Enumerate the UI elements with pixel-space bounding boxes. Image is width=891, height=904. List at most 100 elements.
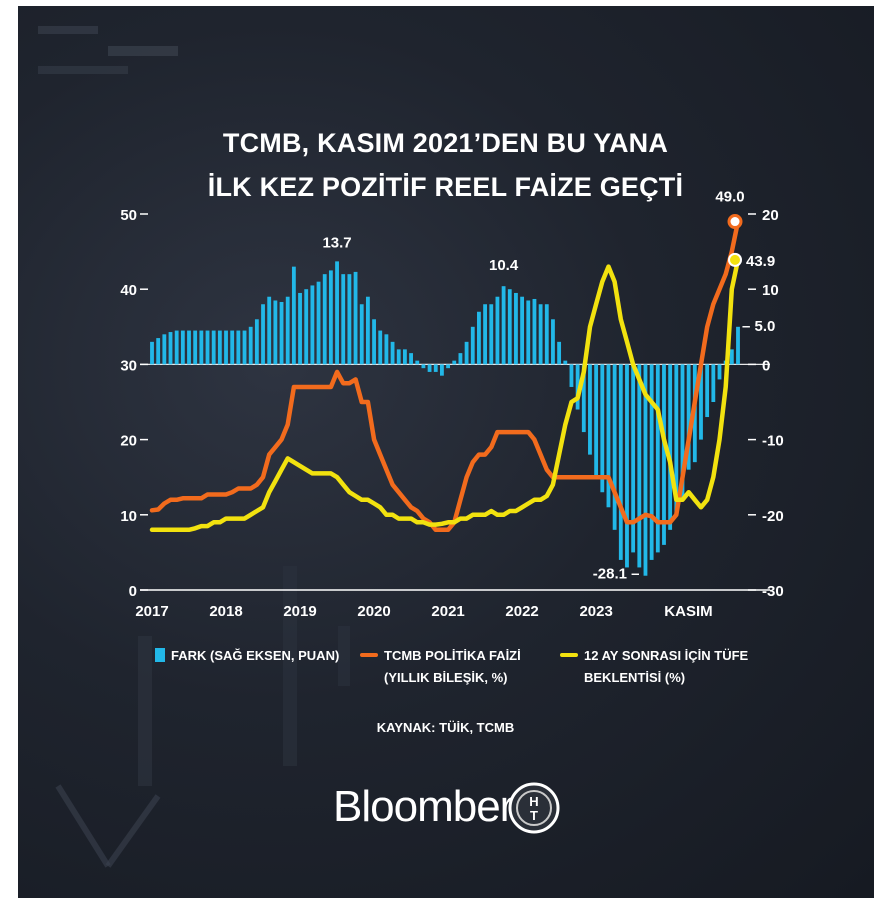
fark-bar	[174, 330, 179, 365]
x-axis-tick-label: 2023	[579, 603, 612, 620]
legend-label-policy-rate-line2: (YILLIK BİLEŞİK, %)	[384, 670, 508, 685]
fark-bar	[248, 326, 253, 365]
fark-bar	[538, 304, 543, 365]
fark-bar	[415, 360, 420, 365]
fark-bar	[168, 332, 173, 365]
legend-label-fark: FARK (SAĞ EKSEN, PUAN)	[171, 648, 340, 663]
fark-bar	[285, 296, 290, 365]
fark-bar	[242, 330, 247, 365]
fark-bar	[409, 353, 413, 365]
fark-bar	[520, 296, 525, 365]
fark-bar	[199, 330, 204, 365]
policy-rate-line	[149, 219, 741, 533]
legend-label-policy-rate-line1: TCMB POLİTİKA FAİZİ	[384, 648, 521, 663]
fark-bar	[637, 364, 642, 568]
chart-title-line2: İLK KEZ POZİTİF REEL FAİZE GEÇTİ	[207, 172, 684, 202]
fark-bar	[532, 298, 537, 365]
fark-bar	[230, 330, 235, 365]
fark-bar	[489, 304, 494, 365]
annotation-cpi-last: 43.9	[746, 253, 775, 270]
fark-bar	[261, 304, 265, 365]
legend-swatch-policy-rate	[360, 653, 378, 657]
fark-bar	[618, 364, 623, 560]
fark-bar	[353, 271, 358, 365]
fark-bar	[569, 364, 574, 387]
fark-bar	[384, 334, 389, 365]
annotation-fark-peak-2021: 10.4	[489, 257, 519, 274]
fark-bar	[341, 274, 346, 365]
fark-bar	[279, 301, 284, 365]
fark-bar	[224, 330, 228, 365]
fark-bar	[217, 330, 222, 365]
fark-bar	[150, 341, 154, 365]
fark-bar	[501, 286, 506, 365]
x-axis-tick-label: 2019	[283, 603, 316, 620]
policy-rate-end-marker	[727, 214, 743, 230]
fark-bar	[736, 326, 740, 365]
ht-logo-icon: H T	[508, 782, 560, 834]
left-axis-tick-label: 10	[120, 508, 137, 525]
fark-bar	[729, 349, 734, 365]
cpi-expectation-end-marker	[728, 252, 742, 267]
fark-bar	[359, 304, 364, 365]
legend-item-cpi-expectation: 12 AY SONRASI İÇİN TÜFE BEKLENTİSİ (%)	[560, 645, 748, 689]
fark-bar	[575, 364, 580, 410]
fark-bar	[699, 364, 703, 440]
left-axis-tick-label: 40	[120, 282, 137, 299]
ht-logo-letter-t: T	[530, 808, 538, 823]
fark-bar	[668, 364, 673, 530]
fark-bar	[458, 353, 463, 365]
bloomberg-logo: Bloomberg	[333, 782, 538, 831]
fark-bar	[378, 330, 383, 365]
legend-item-fark: FARK (SAĞ EKSEN, PUAN)	[155, 645, 339, 667]
fark-bar	[402, 349, 407, 365]
fark-bar	[662, 364, 666, 545]
fark-bar	[606, 364, 611, 508]
annotation-policy-rate-last: 49.0	[715, 189, 744, 206]
fark-bar	[483, 304, 488, 365]
chart-title-line1: TCMB, KASIM 2021’DEN BU YANA	[222, 128, 669, 158]
fark-bar	[304, 289, 309, 365]
fark-bar	[544, 304, 549, 365]
right-axis-tick-label: 10	[762, 282, 779, 299]
fark-bar	[298, 292, 302, 365]
right-axis-tick-label: -10	[762, 433, 784, 450]
fark-bar	[236, 330, 241, 365]
right-axis-tick-label: 20	[762, 207, 779, 224]
fark-bar	[495, 296, 500, 365]
legend-item-policy-rate: TCMB POLİTİKA FAİZİ (YILLIK BİLEŞİK, %)	[360, 645, 521, 689]
fark-bar	[526, 300, 531, 365]
fark-bar	[440, 364, 444, 376]
fark-bar	[686, 364, 691, 470]
cpi-expectation-line	[149, 257, 741, 533]
fark-bar	[390, 341, 395, 365]
fark-bar	[372, 319, 376, 365]
fark-bar	[680, 364, 685, 500]
source-note: KAYNAK: TÜİK, TCMB	[376, 720, 515, 735]
left-axis-tick-label: 30	[120, 357, 137, 374]
fark-bar	[335, 261, 339, 365]
fark-bar	[205, 330, 210, 365]
annotation-fark-last: – 5.0	[742, 318, 775, 335]
fark-bar	[674, 364, 679, 515]
fark-bar	[427, 364, 432, 372]
fark-bar	[717, 364, 722, 380]
fark-bar	[446, 364, 450, 369]
fark-bar	[470, 326, 475, 365]
fark-bar	[711, 364, 716, 402]
fark-bar	[631, 364, 636, 553]
fark-bar	[365, 296, 370, 365]
fark-bar	[594, 364, 599, 478]
background-decoration	[38, 26, 350, 868]
fark-bar	[347, 274, 352, 365]
fark-bar	[316, 281, 321, 365]
x-axis-tick-label: 2021	[431, 603, 464, 620]
fark-bar	[187, 330, 191, 365]
fark-bar	[162, 334, 167, 365]
fark-bar	[464, 341, 469, 365]
legend-swatch-fark	[155, 648, 165, 662]
fark-bar	[433, 364, 438, 372]
fark-bar	[180, 330, 185, 365]
fark-bar	[643, 364, 648, 576]
